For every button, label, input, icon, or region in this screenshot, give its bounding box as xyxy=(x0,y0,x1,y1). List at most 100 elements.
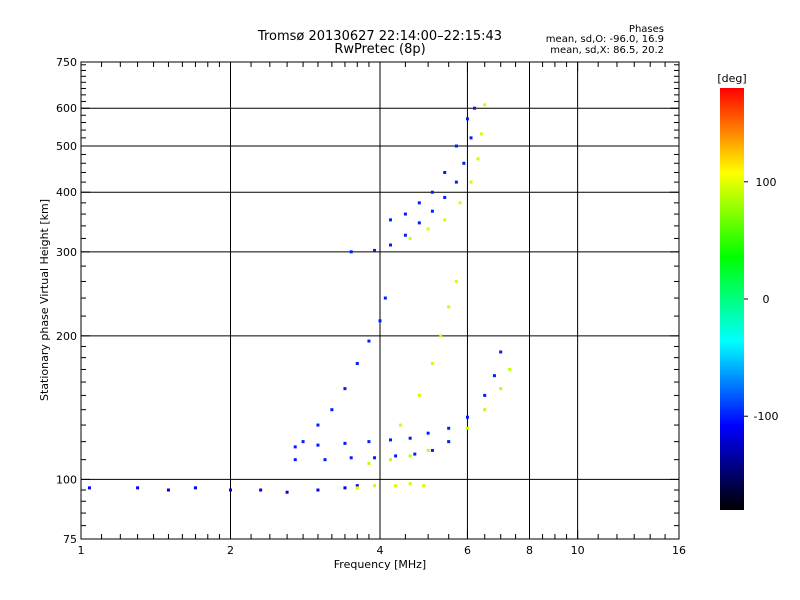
data-point xyxy=(323,458,327,462)
data-point xyxy=(403,212,407,216)
data-point xyxy=(426,227,430,231)
data-point xyxy=(413,452,417,456)
data-point xyxy=(417,201,421,205)
data-point xyxy=(454,180,458,184)
data-point xyxy=(136,486,140,490)
data-points xyxy=(87,103,512,494)
x-axis-label: Frequency [MHz] xyxy=(334,558,426,571)
data-point xyxy=(316,443,320,447)
data-point xyxy=(426,431,430,435)
x-tick-label: 16 xyxy=(672,544,686,557)
data-point xyxy=(447,426,451,430)
data-point xyxy=(355,486,359,490)
data-point xyxy=(422,484,426,488)
x-tick-label: 4 xyxy=(377,544,384,557)
data-point xyxy=(373,456,377,460)
data-point xyxy=(166,488,170,492)
colorbar-label: [deg] xyxy=(717,72,746,85)
colorbar-tick-label: 0 xyxy=(763,293,770,306)
y-tick-label: 300 xyxy=(56,246,77,259)
data-point xyxy=(316,488,320,492)
stats-heading: Phases xyxy=(629,24,664,35)
data-point xyxy=(417,393,421,397)
data-point xyxy=(454,279,458,283)
data-point xyxy=(469,180,473,184)
data-point xyxy=(473,106,477,110)
data-point xyxy=(479,132,483,136)
data-point xyxy=(316,423,320,427)
data-point xyxy=(389,243,393,247)
data-point xyxy=(394,454,398,458)
data-point xyxy=(443,195,447,199)
data-point xyxy=(417,221,421,225)
data-point xyxy=(447,305,451,309)
y-tick-label: 750 xyxy=(56,56,77,69)
data-point xyxy=(293,458,297,462)
colorbar xyxy=(720,88,744,510)
data-point xyxy=(229,488,232,492)
data-point xyxy=(349,250,353,254)
data-point xyxy=(469,136,473,140)
y-axis-label: Stationary phase Virtual Height [km] xyxy=(38,199,51,401)
data-point xyxy=(476,157,480,161)
data-point xyxy=(343,387,347,391)
data-point xyxy=(408,482,412,486)
data-point xyxy=(389,438,393,442)
data-point xyxy=(403,233,407,237)
data-point xyxy=(465,426,469,430)
data-point xyxy=(87,486,91,490)
data-point xyxy=(439,334,443,338)
y-tick-label: 600 xyxy=(56,102,77,115)
data-point xyxy=(408,236,412,240)
stats-x-line: mean, sd,X: 86.5, 20.2 xyxy=(550,45,664,56)
data-point xyxy=(465,117,469,121)
y-tick-label: 400 xyxy=(56,186,77,199)
chart-title: Tromsø 20130627 22:14:00–22:15:43 xyxy=(257,29,502,44)
data-point xyxy=(458,201,462,205)
data-point xyxy=(373,484,377,488)
data-point xyxy=(301,440,305,444)
data-point xyxy=(483,408,487,412)
data-point xyxy=(430,209,434,213)
x-tick-label: 10 xyxy=(571,544,585,557)
data-point xyxy=(499,387,503,391)
data-point xyxy=(293,445,297,449)
colorbar-tick-label: 100 xyxy=(756,176,777,189)
colorbar-tick-label: -100 xyxy=(754,410,779,423)
data-point xyxy=(430,190,434,194)
y-tick-label: 200 xyxy=(56,330,77,343)
data-point xyxy=(193,486,197,490)
data-point xyxy=(430,361,434,365)
data-point xyxy=(443,218,447,222)
data-point xyxy=(367,440,371,444)
axis-ticks: 1 2 4 6 8 10 16 75 100 200 300 400 500 600 750 xyxy=(56,56,686,557)
data-point xyxy=(454,144,458,148)
data-point xyxy=(399,423,403,427)
data-point xyxy=(389,458,393,462)
data-point xyxy=(389,218,393,222)
data-point xyxy=(483,393,487,397)
data-point xyxy=(430,448,434,452)
data-point xyxy=(394,484,398,488)
data-point xyxy=(330,408,334,412)
x-tick-label: 8 xyxy=(526,544,533,557)
data-point xyxy=(378,319,382,323)
x-tick-label: 2 xyxy=(227,544,234,557)
data-point xyxy=(426,448,430,452)
data-point xyxy=(462,161,466,165)
y-tick-label: 75 xyxy=(63,533,77,546)
data-point xyxy=(367,461,371,465)
chart-subtitle: RwPretec (8p) xyxy=(334,42,425,57)
data-point xyxy=(408,436,412,440)
data-point xyxy=(343,441,347,445)
data-point xyxy=(443,170,447,174)
y-tick-label: 100 xyxy=(56,473,77,486)
data-point xyxy=(355,361,359,365)
data-point xyxy=(285,490,289,494)
data-point xyxy=(343,486,347,490)
data-point xyxy=(373,248,377,252)
grid-lines xyxy=(81,62,679,539)
colorbar-ticks: 100 0 -100 xyxy=(744,176,778,423)
x-tick-label: 6 xyxy=(464,544,471,557)
